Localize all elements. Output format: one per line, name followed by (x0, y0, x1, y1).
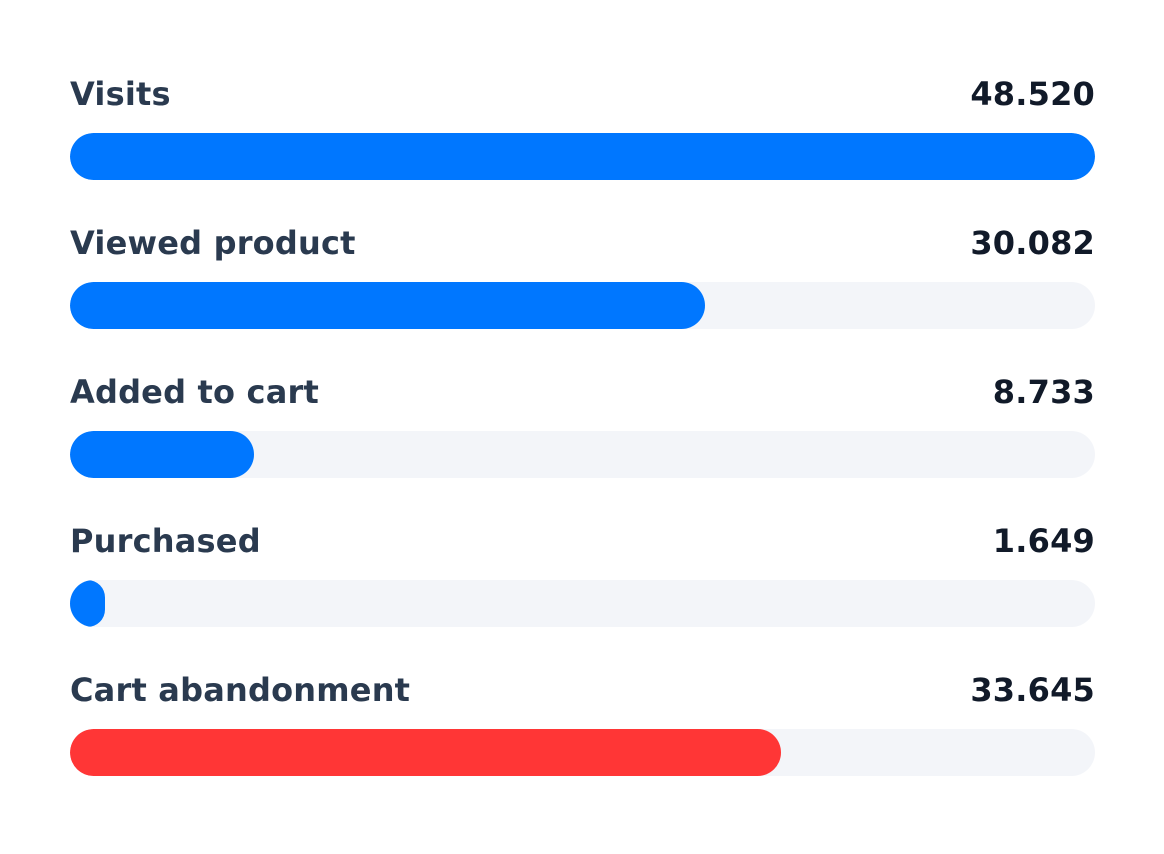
row-header: Added to cart 8.733 (70, 366, 1095, 418)
bar-fill (70, 133, 1095, 180)
bar-label: Purchased (70, 522, 261, 560)
bar-fill (70, 431, 255, 478)
funnel-row: Added to cart 8.733 (70, 366, 1095, 515)
row-header: Cart abandonment 33.645 (70, 664, 1095, 716)
row-header: Purchased 1.649 (70, 515, 1095, 567)
funnel-row: Cart abandonment 33.645 (70, 664, 1095, 813)
bar-fill (70, 580, 105, 627)
bar-track (70, 580, 1095, 627)
funnel-row: Viewed product 30.082 (70, 217, 1095, 366)
funnel-row: Visits 48.520 (70, 68, 1095, 217)
bar-label: Viewed product (70, 224, 356, 262)
bar-label: Visits (70, 75, 171, 113)
bar-value: 33.645 (970, 671, 1095, 709)
bar-track (70, 133, 1095, 180)
row-header: Viewed product 30.082 (70, 217, 1095, 269)
bar-label: Cart abandonment (70, 671, 411, 709)
bar-track (70, 282, 1095, 329)
bar-track (70, 431, 1095, 478)
bar-value: 1.649 (992, 522, 1095, 560)
funnel-chart: Visits 48.520 Viewed product 30.082 Added to… (70, 68, 1095, 813)
row-header: Visits 48.520 (70, 68, 1095, 120)
bar-fill (70, 282, 706, 329)
funnel-row: Purchased 1.649 (70, 515, 1095, 664)
bar-value: 30.082 (970, 224, 1095, 262)
bar-fill (70, 729, 781, 776)
bar-value: 8.733 (992, 373, 1095, 411)
bar-value: 48.520 (970, 75, 1095, 113)
bar-track (70, 729, 1095, 776)
bar-label: Added to cart (70, 373, 319, 411)
